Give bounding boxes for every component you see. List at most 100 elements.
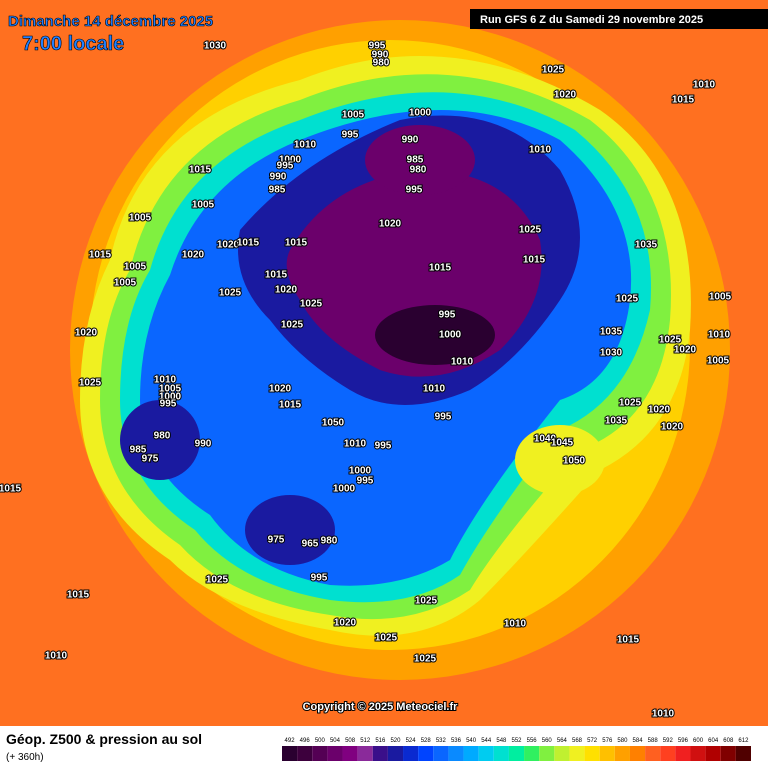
- isobar-label: 1005: [129, 213, 152, 224]
- isobar-label: 1010: [708, 330, 731, 341]
- scale-label: 504: [330, 738, 341, 744]
- scale-label: 588: [648, 738, 659, 744]
- isobar-label: 1005: [124, 262, 147, 273]
- footer-title: Géop. Z500 & pression au sol: [6, 731, 202, 747]
- scale-swatch: [705, 746, 721, 761]
- isobar-label: 1030: [600, 348, 623, 359]
- isobar-label: 995: [439, 310, 456, 321]
- date-title: Dimanche 14 décembre 2025: [8, 13, 213, 30]
- footer-lead: (+ 360h): [6, 752, 44, 763]
- isobar-label: 1025: [219, 288, 242, 299]
- isobar-label: 1020: [269, 384, 292, 395]
- isobar-label: 1020: [554, 90, 577, 101]
- isobar-label: 1025: [616, 294, 639, 305]
- isobar-label: 995: [311, 573, 328, 584]
- scale-label: 552: [511, 738, 522, 744]
- scale-swatch: [554, 746, 570, 761]
- scale-swatch: [327, 746, 343, 761]
- isobar-label: 1010: [504, 619, 527, 630]
- scale-swatch: [675, 746, 691, 761]
- scale-label: 548: [496, 738, 507, 744]
- isobar-label: 1020: [75, 328, 98, 339]
- scale-label: 508: [345, 738, 356, 744]
- isobar-label: 965: [302, 539, 319, 550]
- scale-swatch: [433, 746, 449, 761]
- isobar-label: 980: [321, 536, 338, 547]
- scale-label: 572: [587, 738, 598, 744]
- scale-swatch: [720, 746, 736, 761]
- isobar-label: 1010: [45, 651, 68, 662]
- isobar-label: 1010: [294, 140, 317, 151]
- isobar-label: 1020: [674, 345, 697, 356]
- isobar-label: 1025: [542, 65, 565, 76]
- scale-label: 608: [723, 738, 734, 744]
- scale-label: 600: [693, 738, 704, 744]
- isobar-label: 1010: [423, 384, 446, 395]
- isobar-label: 1000: [333, 484, 356, 495]
- isobar-label: 1025: [619, 398, 642, 409]
- scale-swatch: [387, 746, 404, 761]
- scale-label: 612: [738, 738, 749, 744]
- isobar-label: 1005: [159, 384, 182, 395]
- scale-label: 560: [542, 738, 553, 744]
- isobar-label: 985: [269, 185, 286, 196]
- scale-swatch: [614, 746, 630, 761]
- isobar-label: 1015: [285, 238, 308, 249]
- scale-label: 516: [375, 738, 386, 744]
- scale-swatch: [524, 746, 540, 761]
- scale-swatch: [448, 746, 464, 761]
- isobar-label: 1035: [600, 327, 623, 338]
- scale-swatch: [463, 746, 479, 761]
- isobar-label: 1005: [192, 200, 215, 211]
- isobar-label: 1025: [300, 299, 323, 310]
- scale-swatch: [282, 746, 298, 761]
- scale-swatch: [660, 746, 676, 761]
- scale-swatch: [312, 746, 328, 761]
- isobar-label: 995: [406, 185, 423, 196]
- scale-swatch: [569, 746, 585, 761]
- scale-swatch: [372, 746, 388, 761]
- isobar-label: 995: [342, 130, 359, 141]
- scale-label: 528: [421, 738, 432, 744]
- isobar-label: 1010: [344, 439, 367, 450]
- isobar-label: 980: [373, 58, 390, 69]
- scale-label: 512: [360, 738, 371, 744]
- isobar-label: 1005: [114, 278, 137, 289]
- scale-label: 536: [451, 738, 462, 744]
- isobar-label: 990: [270, 172, 287, 183]
- scale-label: 584: [633, 738, 644, 744]
- scale-swatch: [584, 746, 600, 761]
- isobar-label: 1010: [154, 375, 177, 386]
- isobar-label: 1045: [551, 438, 574, 449]
- isobar-label: 1015: [237, 238, 260, 249]
- isobar-label: 1015: [189, 165, 212, 176]
- isobar-label: 1020: [275, 285, 298, 296]
- isobar-label: 995: [369, 41, 386, 52]
- isobar-label: 1010: [451, 357, 474, 368]
- isobar-label: 1010: [652, 709, 675, 720]
- isobar-label: 1015: [0, 484, 22, 495]
- isobar-label: 1025: [79, 378, 102, 389]
- isobar-label: 980: [154, 431, 171, 442]
- isobar-label: 1050: [563, 456, 586, 467]
- scale-label: 540: [466, 738, 477, 744]
- isobar-label: 1020: [182, 250, 205, 261]
- scale-label: 496: [300, 738, 311, 744]
- scale-swatch: [403, 746, 419, 761]
- isobar-label: 1020: [648, 405, 671, 416]
- isobar-label: 1020: [661, 422, 684, 433]
- scale-label: 520: [390, 738, 401, 744]
- scale-swatch: [629, 746, 646, 761]
- scale-swatch: [478, 746, 494, 761]
- isobar-label: 995: [277, 161, 294, 172]
- isobar-label: 1015: [67, 590, 90, 601]
- isobar-label: 1005: [707, 356, 730, 367]
- isobar-label: 1000: [279, 155, 302, 166]
- scale-label: 492: [285, 738, 296, 744]
- scale-swatch: [690, 746, 706, 761]
- isobar-label: 1010: [693, 80, 716, 91]
- isobar-label: 1015: [279, 400, 302, 411]
- isobar-label: 1020: [334, 618, 357, 629]
- isobar-label: 1005: [709, 292, 732, 303]
